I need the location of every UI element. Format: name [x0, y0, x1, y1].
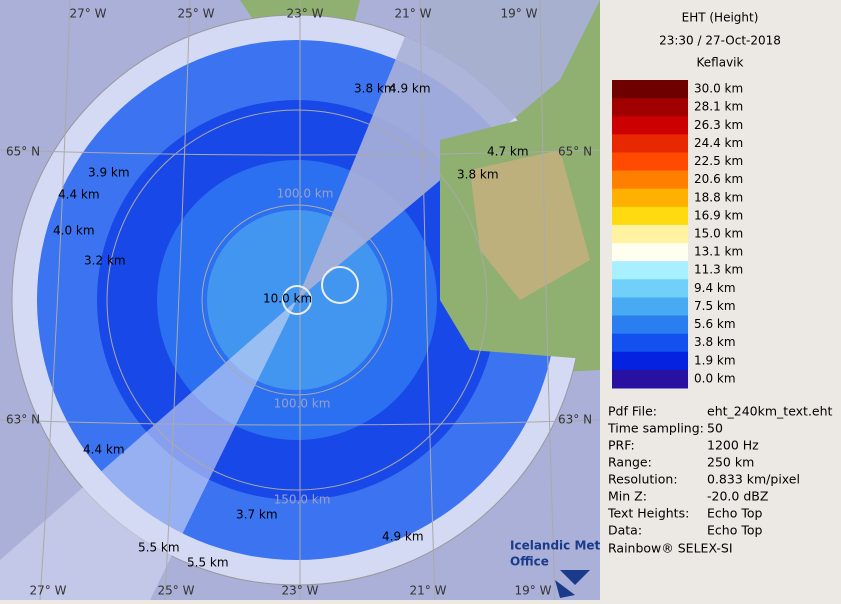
- info-key: Time sampling:: [607, 421, 704, 436]
- info-value: 1200 Hz: [707, 438, 759, 453]
- lon-label: 25° W: [158, 584, 195, 598]
- title: EHT (Height): [682, 11, 759, 25]
- legend-label: 13.1 km: [694, 245, 743, 259]
- legend-swatch: [612, 315, 688, 335]
- echo-top-label: 10.0 km: [263, 292, 312, 306]
- info-key: Pdf File:: [608, 404, 657, 419]
- info-key: Resolution:: [608, 472, 678, 487]
- echo-top-label: 3.8 km: [354, 82, 396, 96]
- lat-label: 63° N: [558, 413, 592, 427]
- legend-swatch: [612, 98, 688, 117]
- lon-label: 23° W: [287, 7, 324, 21]
- echo-top-label: 3.2 km: [84, 254, 126, 268]
- ring-label: 150.0 km: [274, 493, 331, 507]
- lon-label: 19° W: [501, 7, 538, 21]
- legend-swatch: [612, 243, 688, 262]
- info-value: 50: [707, 421, 723, 436]
- info-key: Min Z:: [608, 489, 647, 504]
- footer: Rainbow® SELEX-SI: [608, 541, 733, 556]
- legend-label: 5.6 km: [694, 317, 736, 331]
- info-value: Echo Top: [707, 506, 762, 521]
- lon-label: 27° W: [30, 584, 67, 598]
- map: 27° W 25° W 23° W 21° W 19° W 27° W 25° …: [0, 0, 601, 601]
- lon-label: 21° W: [410, 584, 447, 598]
- info-value: 0.833 km/pixel: [707, 472, 800, 487]
- legend-label: 22.5 km: [694, 154, 743, 168]
- legend-label: 26.3 km: [694, 118, 743, 132]
- legend-swatch: [612, 206, 688, 226]
- legend-label: 16.9 km: [694, 208, 743, 222]
- legend-swatch: [612, 279, 688, 298]
- info-key: PRF:: [608, 438, 635, 453]
- legend-swatch: [612, 297, 688, 317]
- legend-label: 11.3 km: [694, 263, 743, 277]
- info-value: Echo Top: [707, 523, 762, 538]
- legend-label: 24.4 km: [694, 136, 743, 150]
- legend-label: 15.0 km: [694, 227, 743, 241]
- site: Keflavik: [697, 56, 744, 70]
- legend-swatch: [612, 188, 688, 208]
- lon-label: 27° W: [70, 7, 107, 21]
- info-value: 250 km: [707, 455, 754, 470]
- ring-label: 100.0 km: [277, 187, 334, 201]
- legend-swatch: [612, 116, 688, 135]
- echo-top-label: 3.7 km: [236, 508, 278, 522]
- info-key: Data:: [608, 523, 642, 538]
- lat-label: 65° N: [6, 145, 40, 159]
- legend-label: 30.0 km: [694, 82, 743, 96]
- legend-label: 0.0 km: [694, 371, 736, 385]
- legend-swatch: [612, 170, 688, 190]
- echo-top-label: 4.0 km: [53, 224, 95, 238]
- lat-label: 65° N: [558, 145, 592, 159]
- legend-swatch: [612, 224, 688, 244]
- legend-label: 28.1 km: [694, 100, 743, 114]
- info-value: -20.0 dBZ: [707, 489, 768, 504]
- lat-label: 63° N: [6, 413, 40, 427]
- echo-top-label: 3.9 km: [88, 166, 130, 180]
- legend-swatch: [612, 333, 688, 353]
- info-value: eht_240km_text.eht: [707, 404, 833, 419]
- legend-swatch: [612, 80, 688, 99]
- echo-top-label: 4.4 km: [58, 188, 100, 202]
- lon-label: 21° W: [395, 7, 432, 21]
- echo-top-label: 4.9 km: [389, 82, 431, 96]
- legend-label: 1.9 km: [694, 353, 736, 367]
- legend-label: 3.8 km: [694, 335, 736, 349]
- lon-label: 25° W: [178, 7, 215, 21]
- legend-label: 20.6 km: [694, 172, 743, 186]
- logo: Icelandic Met: [510, 539, 601, 553]
- ring-label: 100.0 km: [274, 397, 331, 411]
- logo: Office: [510, 555, 549, 569]
- echo-top-label: 4.9 km: [382, 530, 424, 544]
- echo-top-label: 4.4 km: [83, 443, 125, 457]
- lon-label: 19° W: [515, 584, 552, 598]
- legend-swatch: [612, 152, 688, 172]
- legend-label: 7.5 km: [694, 299, 736, 313]
- legend-label: 18.8 km: [694, 190, 743, 204]
- lon-label: 23° W: [282, 584, 319, 598]
- info-key: Range:: [608, 455, 652, 470]
- legend-label: 9.4 km: [694, 281, 736, 295]
- legend-swatch: [612, 369, 688, 389]
- legend-swatch: [612, 351, 688, 371]
- echo-top-label: 5.5 km: [138, 541, 180, 555]
- echo-top-label: 3.8 km: [457, 168, 499, 182]
- time: 23:30 / 27-Oct-2018: [659, 34, 781, 48]
- echo-top-label: 4.7 km: [487, 145, 529, 159]
- info-key: Text Heights:: [607, 506, 689, 521]
- legend-swatch: [612, 134, 688, 153]
- legend-swatch: [612, 261, 688, 280]
- echo-top-label: 5.5 km: [187, 556, 229, 570]
